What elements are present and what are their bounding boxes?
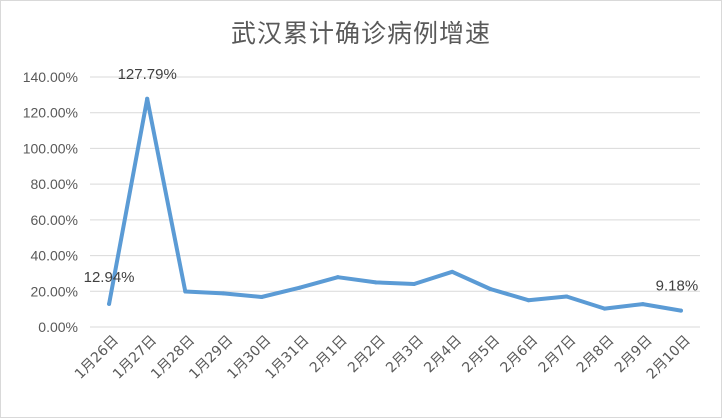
series-layer [107,96,683,313]
y-tick-label: 60.00% [31,212,78,228]
data-point [373,280,378,285]
data-point [564,294,569,299]
data-label: 12.94% [84,269,135,286]
data-point [602,306,607,311]
y-axis-ticks: 0.00% 20.00% 40.00% 60.00% 80.00% 100.00% 120.… [23,69,78,335]
x-tick-label: 2月8日 [574,333,618,377]
x-tick-label: 2月3日 [383,333,427,377]
data-point [297,285,302,290]
y-tick-label: 80.00% [31,176,78,192]
data-point [488,286,493,291]
y-tick-label: 0.00% [38,319,78,335]
data-point [640,302,645,307]
y-tick-label: 140.00% [23,69,78,85]
y-tick-label: 40.00% [31,248,78,264]
data-point [412,281,417,286]
x-axis-ticks: 1月26日1月27日1月28日1月29日1月30日1月31日2月1日2月2日2月… [72,333,694,383]
data-point [526,298,531,303]
x-tick-label: 2月6日 [498,333,542,377]
data-point [107,301,112,306]
x-tick-label: 2月1日 [307,333,351,377]
data-point [145,96,150,101]
series-line [107,96,683,313]
x-tick-label: 2月4日 [421,333,465,377]
x-tick-label: 2月2日 [345,333,389,377]
x-tick-label: 2月5日 [459,333,503,377]
chart-title: 武汉累计确诊病例增速 [230,19,491,48]
gridlines [90,76,700,328]
data-point [259,295,264,299]
data-labels: 12.94% 127.79% 9.18% [84,66,699,295]
data-label: 127.79% [118,66,177,83]
data-point [221,291,226,296]
y-tick-label: 120.00% [23,105,78,121]
data-label: 9.18% [656,278,699,295]
x-tick-label: 2月7日 [536,333,580,377]
y-tick-label: 100.00% [23,140,78,156]
data-point [450,269,455,274]
data-point [183,289,188,294]
data-point [678,308,683,313]
y-tick-label: 20.00% [31,283,78,299]
data-point [335,275,340,280]
